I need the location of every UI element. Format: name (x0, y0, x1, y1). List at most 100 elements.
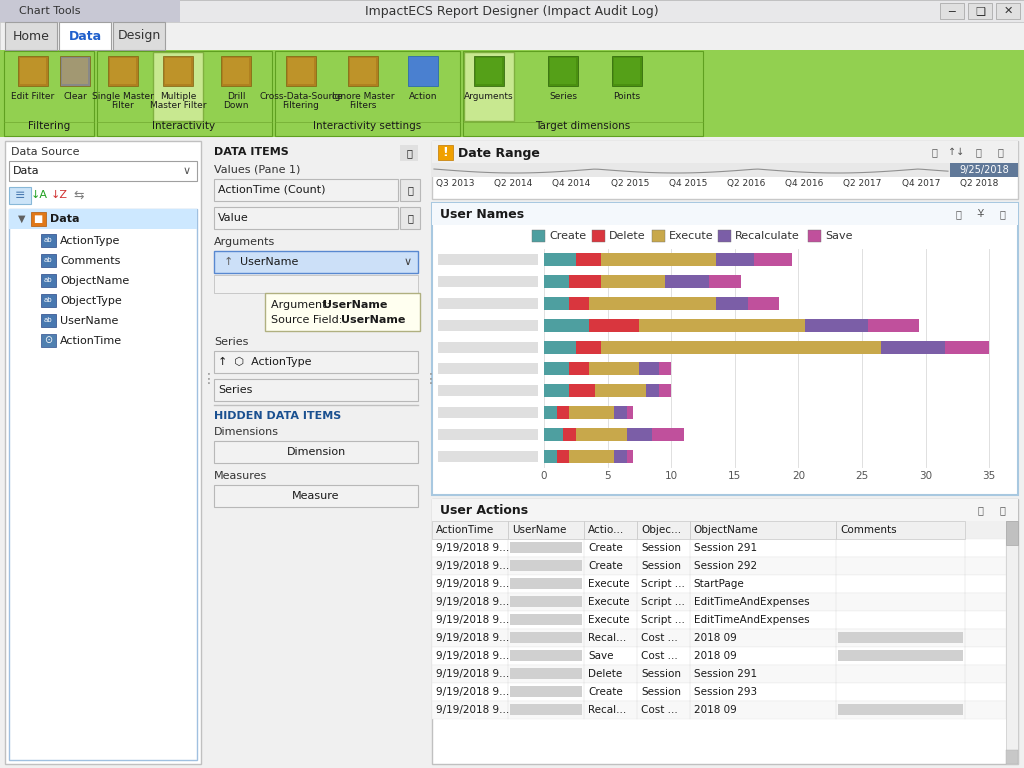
Bar (510, 614, 583, 625)
Text: Q4 2016: Q4 2016 (785, 179, 823, 188)
Text: Date Range: Date Range (458, 147, 540, 160)
Bar (20, 58, 46, 84)
Bar (110, 58, 136, 84)
Bar (968, 3, 992, 19)
Bar (639, 362, 658, 376)
Text: 📊: 📊 (407, 148, 412, 158)
Bar (0, 50, 1024, 137)
Bar (432, 683, 1006, 701)
Text: 2018 09: 2018 09 (694, 651, 736, 661)
Text: Cost ...: Cost ... (641, 705, 678, 715)
Bar (614, 58, 640, 84)
Text: Interactivity: Interactivity (153, 121, 216, 131)
Bar (945, 340, 989, 353)
Text: ActionType: ActionType (60, 236, 121, 246)
Text: Session 293: Session 293 (694, 687, 757, 697)
Text: ∨: ∨ (183, 166, 191, 176)
Bar (544, 406, 557, 419)
Text: ■: ■ (34, 214, 43, 224)
Text: Recal...: Recal... (589, 633, 627, 643)
Text: Edit Filter: Edit Filter (11, 92, 54, 101)
Bar (214, 251, 418, 273)
Bar (432, 557, 1006, 575)
Bar (940, 3, 964, 19)
Text: Data Source: Data Source (11, 147, 80, 157)
Text: Cross-Data-Source: Cross-Data-Source (259, 92, 343, 101)
Text: Execute: Execute (669, 231, 714, 241)
Text: Execute: Execute (589, 597, 630, 607)
Text: Session: Session (641, 543, 681, 553)
Text: Series: Series (549, 92, 577, 101)
Text: Y̶: Y̶ (977, 209, 983, 219)
Bar (432, 665, 1006, 683)
Bar (348, 56, 378, 86)
Text: Clear: Clear (63, 92, 87, 101)
Bar (108, 56, 138, 86)
Bar (569, 406, 614, 419)
Text: User Actions: User Actions (440, 504, 528, 517)
Text: Create: Create (589, 561, 624, 571)
Text: Session: Session (641, 669, 681, 679)
Text: Save: Save (825, 231, 853, 241)
Text: ab: ab (44, 257, 52, 263)
Bar (432, 539, 1006, 557)
Text: Measure: Measure (292, 491, 340, 501)
Bar (221, 56, 251, 86)
Text: Action: Action (409, 92, 437, 101)
Text: ▼: ▼ (18, 214, 26, 224)
Text: Target dimensions: Target dimensions (536, 121, 631, 131)
Text: ↓A: ↓A (31, 190, 47, 200)
Bar (1006, 750, 1018, 764)
Text: ActionTime: ActionTime (60, 336, 122, 346)
Bar (589, 362, 639, 376)
Bar (544, 253, 575, 266)
Bar (614, 449, 627, 462)
Bar (265, 293, 420, 331)
Bar (510, 560, 583, 571)
Bar (544, 340, 575, 353)
Bar (438, 363, 538, 375)
Bar (881, 340, 945, 353)
Text: 2018 09: 2018 09 (694, 705, 736, 715)
Text: Execute: Execute (589, 579, 630, 589)
Text: 9/19/2018 9...: 9/19/2018 9... (436, 669, 509, 679)
Bar (60, 56, 90, 86)
Text: HIDDEN DATA ITEMS: HIDDEN DATA ITEMS (214, 411, 341, 421)
Text: Argument:: Argument: (271, 300, 334, 310)
Bar (557, 449, 569, 462)
Bar (438, 276, 538, 287)
Bar (438, 342, 538, 353)
Bar (432, 521, 1018, 539)
Text: Q2 2014: Q2 2014 (495, 179, 532, 188)
Bar (569, 275, 601, 288)
Bar (544, 297, 569, 310)
Bar (214, 379, 418, 401)
Text: 9/19/2018 9...: 9/19/2018 9... (436, 543, 509, 553)
Bar (438, 298, 538, 309)
Text: ActionTime (Count): ActionTime (Count) (218, 185, 326, 195)
Bar (1006, 521, 1018, 764)
Bar (589, 319, 639, 332)
Bar (432, 521, 508, 539)
Text: Q2 2016: Q2 2016 (727, 179, 765, 188)
Bar (432, 141, 1018, 163)
Text: 9/19/2018 9...: 9/19/2018 9... (436, 651, 509, 661)
Bar (716, 253, 754, 266)
Bar (41, 254, 56, 267)
Bar (839, 632, 964, 643)
Bar (748, 297, 779, 310)
Bar (214, 485, 418, 507)
Bar (510, 596, 583, 607)
Text: ≡: ≡ (14, 188, 26, 201)
Bar (601, 253, 716, 266)
Text: 25: 25 (855, 471, 868, 481)
Bar (627, 428, 652, 441)
Text: Q3 2013: Q3 2013 (436, 179, 474, 188)
Bar (575, 253, 601, 266)
Bar (575, 340, 601, 353)
Text: UserName: UserName (341, 315, 406, 325)
Text: Points: Points (613, 92, 641, 101)
Text: 9/25/2018: 9/25/2018 (959, 165, 1009, 175)
Bar (716, 297, 748, 310)
Bar (569, 384, 595, 397)
